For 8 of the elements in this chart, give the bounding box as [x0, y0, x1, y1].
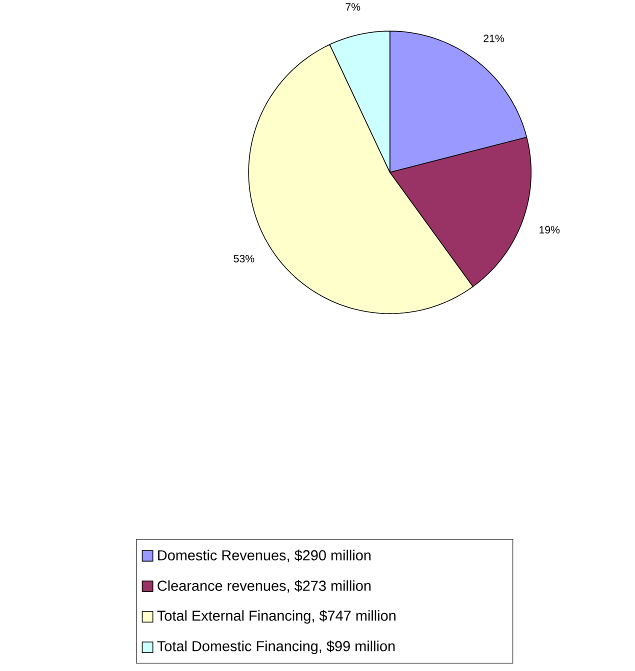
- legend-label: Clearance revenues, $273 million: [158, 580, 371, 593]
- legend-label: Total Domestic Financing, $99 million: [157, 640, 395, 654]
- data-label: 7%: [346, 3, 360, 11]
- data-label: 21%: [484, 34, 504, 42]
- legend-label: Total External Financing, $747 million: [157, 610, 396, 624]
- data-label: 19%: [540, 226, 560, 234]
- data-label: 53%: [234, 254, 254, 262]
- legend-label: Domestic Revenues, $290 million: [158, 550, 371, 562]
